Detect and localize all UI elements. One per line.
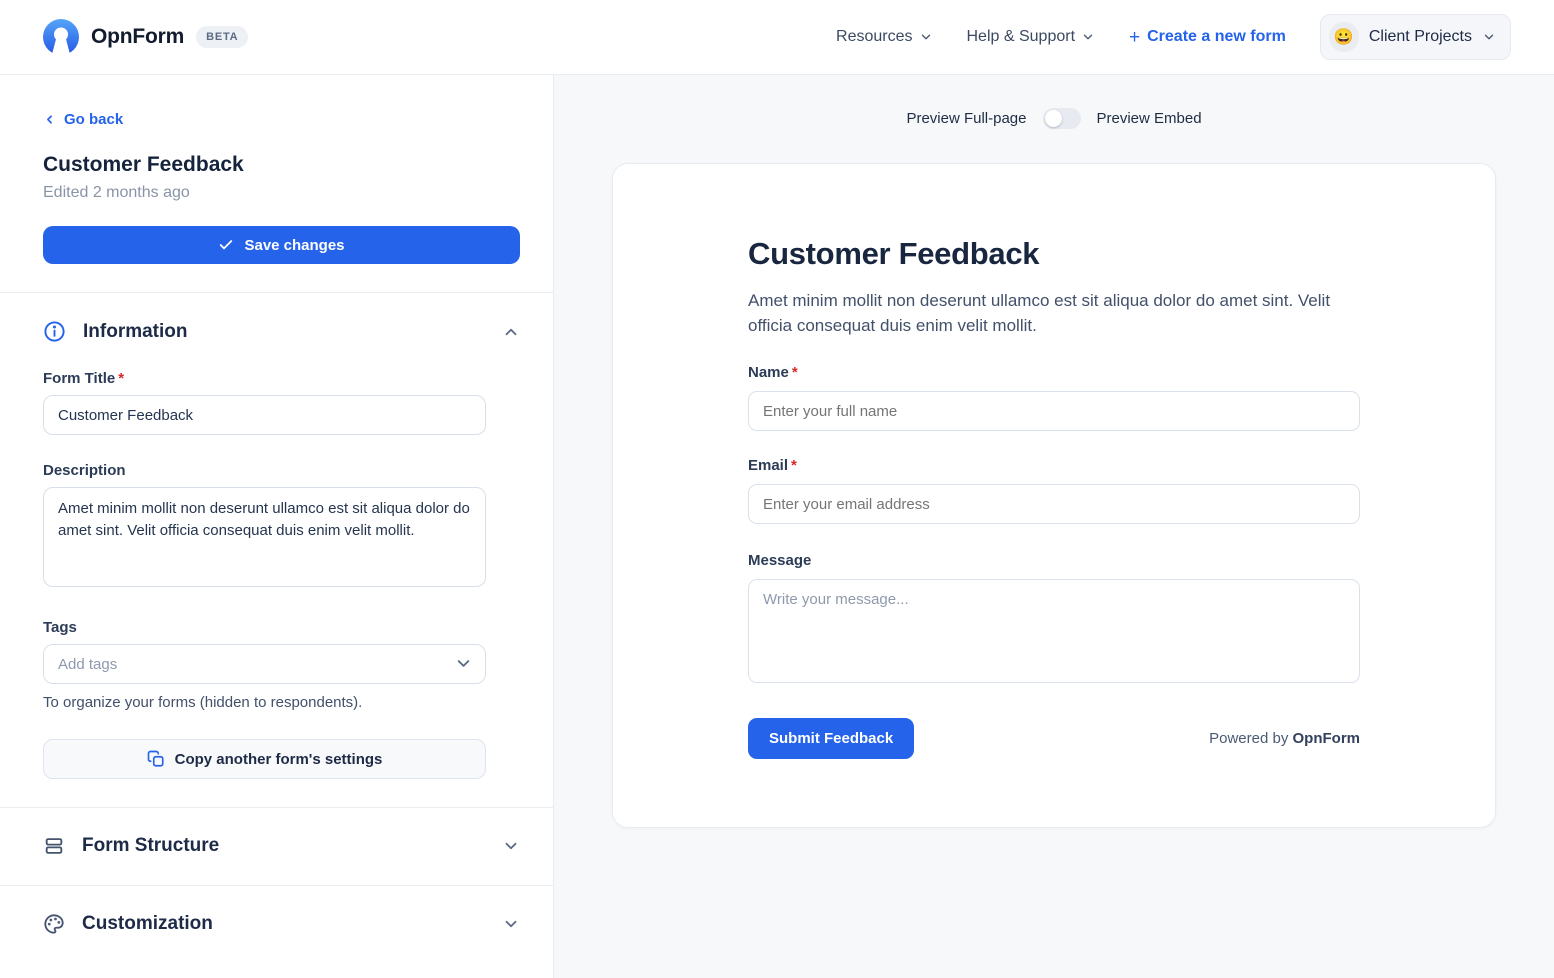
nav-help-support[interactable]: Help & Support bbox=[967, 28, 1096, 46]
beta-badge: BETA bbox=[196, 26, 249, 48]
save-changes-button[interactable]: Save changes bbox=[43, 226, 520, 264]
workspace-name: Client Projects bbox=[1368, 28, 1472, 45]
divider bbox=[0, 292, 553, 293]
email-label-text: Email bbox=[748, 457, 789, 475]
customization-section: Customization bbox=[0, 886, 553, 963]
toggle-knob bbox=[1044, 110, 1062, 127]
form-title-label-text: Form Title bbox=[43, 370, 116, 387]
workspace-switcher[interactable]: 😀 Client Projects bbox=[1319, 14, 1511, 60]
preview-mode-bar: Preview Full-page Preview Embed bbox=[554, 75, 1554, 129]
brand-name: OpnForm bbox=[91, 25, 185, 48]
preview-mode-toggle[interactable] bbox=[1042, 108, 1081, 129]
form-title-label: Form Title * bbox=[43, 370, 520, 387]
required-asterisk: * bbox=[791, 364, 798, 382]
divider bbox=[0, 807, 553, 808]
message-label: Message bbox=[748, 552, 812, 570]
form-preview-card: Customer Feedback Amet minim mollit non … bbox=[612, 163, 1496, 828]
create-new-form-button[interactable]: + Create a new form bbox=[1129, 28, 1286, 47]
go-back-link[interactable]: Go back bbox=[43, 111, 123, 128]
information-section-header[interactable]: Information bbox=[43, 320, 520, 343]
chevron-down-icon[interactable] bbox=[502, 837, 520, 855]
tags-label: Tags bbox=[43, 619, 77, 636]
chevron-down-icon[interactable] bbox=[502, 915, 520, 933]
description-label: Description bbox=[43, 462, 126, 479]
preview-full-page-label: Preview Full-page bbox=[906, 110, 1027, 127]
chevron-left-icon bbox=[43, 113, 56, 126]
email-input[interactable] bbox=[748, 484, 1360, 525]
customization-section-header[interactable]: Customization bbox=[43, 913, 520, 935]
email-label: Email * bbox=[748, 457, 797, 474]
brand[interactable]: OpnForm BETA bbox=[43, 19, 249, 55]
copy-form-settings-button[interactable]: Copy another form's settings bbox=[43, 739, 486, 779]
description-field: Description Amet minim mollit non deseru… bbox=[43, 462, 520, 592]
go-back-label: Go back bbox=[64, 111, 124, 128]
information-section: Information Form Title* Description Amet… bbox=[0, 293, 553, 807]
plus-icon: + bbox=[1129, 26, 1141, 48]
powered-by: Powered by OpnForm bbox=[1209, 730, 1360, 747]
powered-by-brand: OpnForm bbox=[1292, 730, 1361, 748]
chevron-up-icon[interactable] bbox=[502, 323, 520, 341]
customization-section-title: Customization bbox=[82, 913, 213, 934]
top-nav: Resources Help & Support + Create a new … bbox=[836, 14, 1511, 60]
sidebar-form-title: Customer Feedback bbox=[43, 153, 244, 176]
page-body: Go back Customer Feedback Edited 2 month… bbox=[0, 75, 1554, 978]
sidebar-top: Go back Customer Feedback Edited 2 month… bbox=[0, 75, 553, 292]
form-structure-section-title: Form Structure bbox=[82, 835, 220, 856]
chevron-down-icon bbox=[1482, 30, 1496, 44]
nav-resources[interactable]: Resources bbox=[836, 28, 932, 46]
required-asterisk: * bbox=[791, 457, 797, 475]
preview-area: Preview Full-page Preview Embed Customer… bbox=[554, 75, 1554, 978]
form-structure-section: Form Structure bbox=[0, 808, 553, 885]
create-new-form-label: Create a new form bbox=[1147, 28, 1286, 45]
required-asterisk: * bbox=[118, 370, 125, 387]
name-label-text: Name bbox=[748, 364, 789, 382]
form-structure-section-header[interactable]: Form Structure bbox=[43, 835, 520, 857]
edited-timestamp: Edited 2 months ago bbox=[43, 184, 190, 201]
copy-icon bbox=[147, 750, 165, 768]
message-textarea[interactable] bbox=[748, 579, 1360, 684]
form-title-input[interactable] bbox=[43, 395, 486, 435]
submit-feedback-button[interactable]: Submit Feedback bbox=[748, 718, 915, 760]
form-preview-title: Customer Feedback bbox=[748, 236, 1040, 271]
form-settings-sidebar: Go back Customer Feedback Edited 2 month… bbox=[0, 75, 554, 978]
form-preview-footer: Submit Feedback Powered by OpnForm bbox=[748, 718, 1360, 760]
description-textarea[interactable]: Amet minim mollit non deserunt ullamco e… bbox=[43, 487, 486, 587]
rows-icon bbox=[43, 835, 65, 857]
nav-resources-label: Resources bbox=[836, 28, 913, 45]
divider bbox=[0, 885, 553, 886]
message-field: Message bbox=[748, 552, 1360, 688]
name-input[interactable] bbox=[748, 391, 1360, 432]
preview-embed-label: Preview Embed bbox=[1096, 110, 1202, 127]
form-preview-description: Amet minim mollit non deserunt ullamco e… bbox=[748, 291, 1331, 335]
check-icon bbox=[218, 237, 234, 253]
nav-help-support-label: Help & Support bbox=[966, 28, 1076, 45]
powered-by-text: Powered by bbox=[1209, 730, 1289, 748]
chevron-down-icon bbox=[919, 30, 933, 44]
top-header: OpnForm BETA Resources Help & Support + … bbox=[0, 0, 1554, 75]
information-section-title: Information bbox=[83, 320, 188, 342]
tags-help-text: To organize your forms (hidden to respon… bbox=[43, 694, 363, 711]
email-field: Email * bbox=[748, 457, 1360, 525]
chevron-down-icon[interactable] bbox=[454, 654, 473, 673]
chevron-down-icon bbox=[1081, 30, 1095, 44]
form-title-field: Form Title * bbox=[43, 370, 520, 435]
workspace-avatar: 😀 bbox=[1328, 22, 1359, 52]
name-field: Name * bbox=[748, 364, 1360, 432]
tags-input-wrap bbox=[43, 644, 486, 684]
tags-field: Tags To organize your forms (hidden to r… bbox=[43, 619, 520, 711]
copy-form-settings-label: Copy another form's settings bbox=[174, 750, 383, 768]
save-changes-label: Save changes bbox=[244, 236, 345, 254]
opnform-logo-icon bbox=[43, 19, 79, 55]
palette-icon bbox=[43, 913, 65, 935]
info-circle-icon bbox=[43, 320, 66, 343]
name-label: Name * bbox=[748, 364, 798, 381]
tags-input[interactable] bbox=[43, 644, 486, 684]
